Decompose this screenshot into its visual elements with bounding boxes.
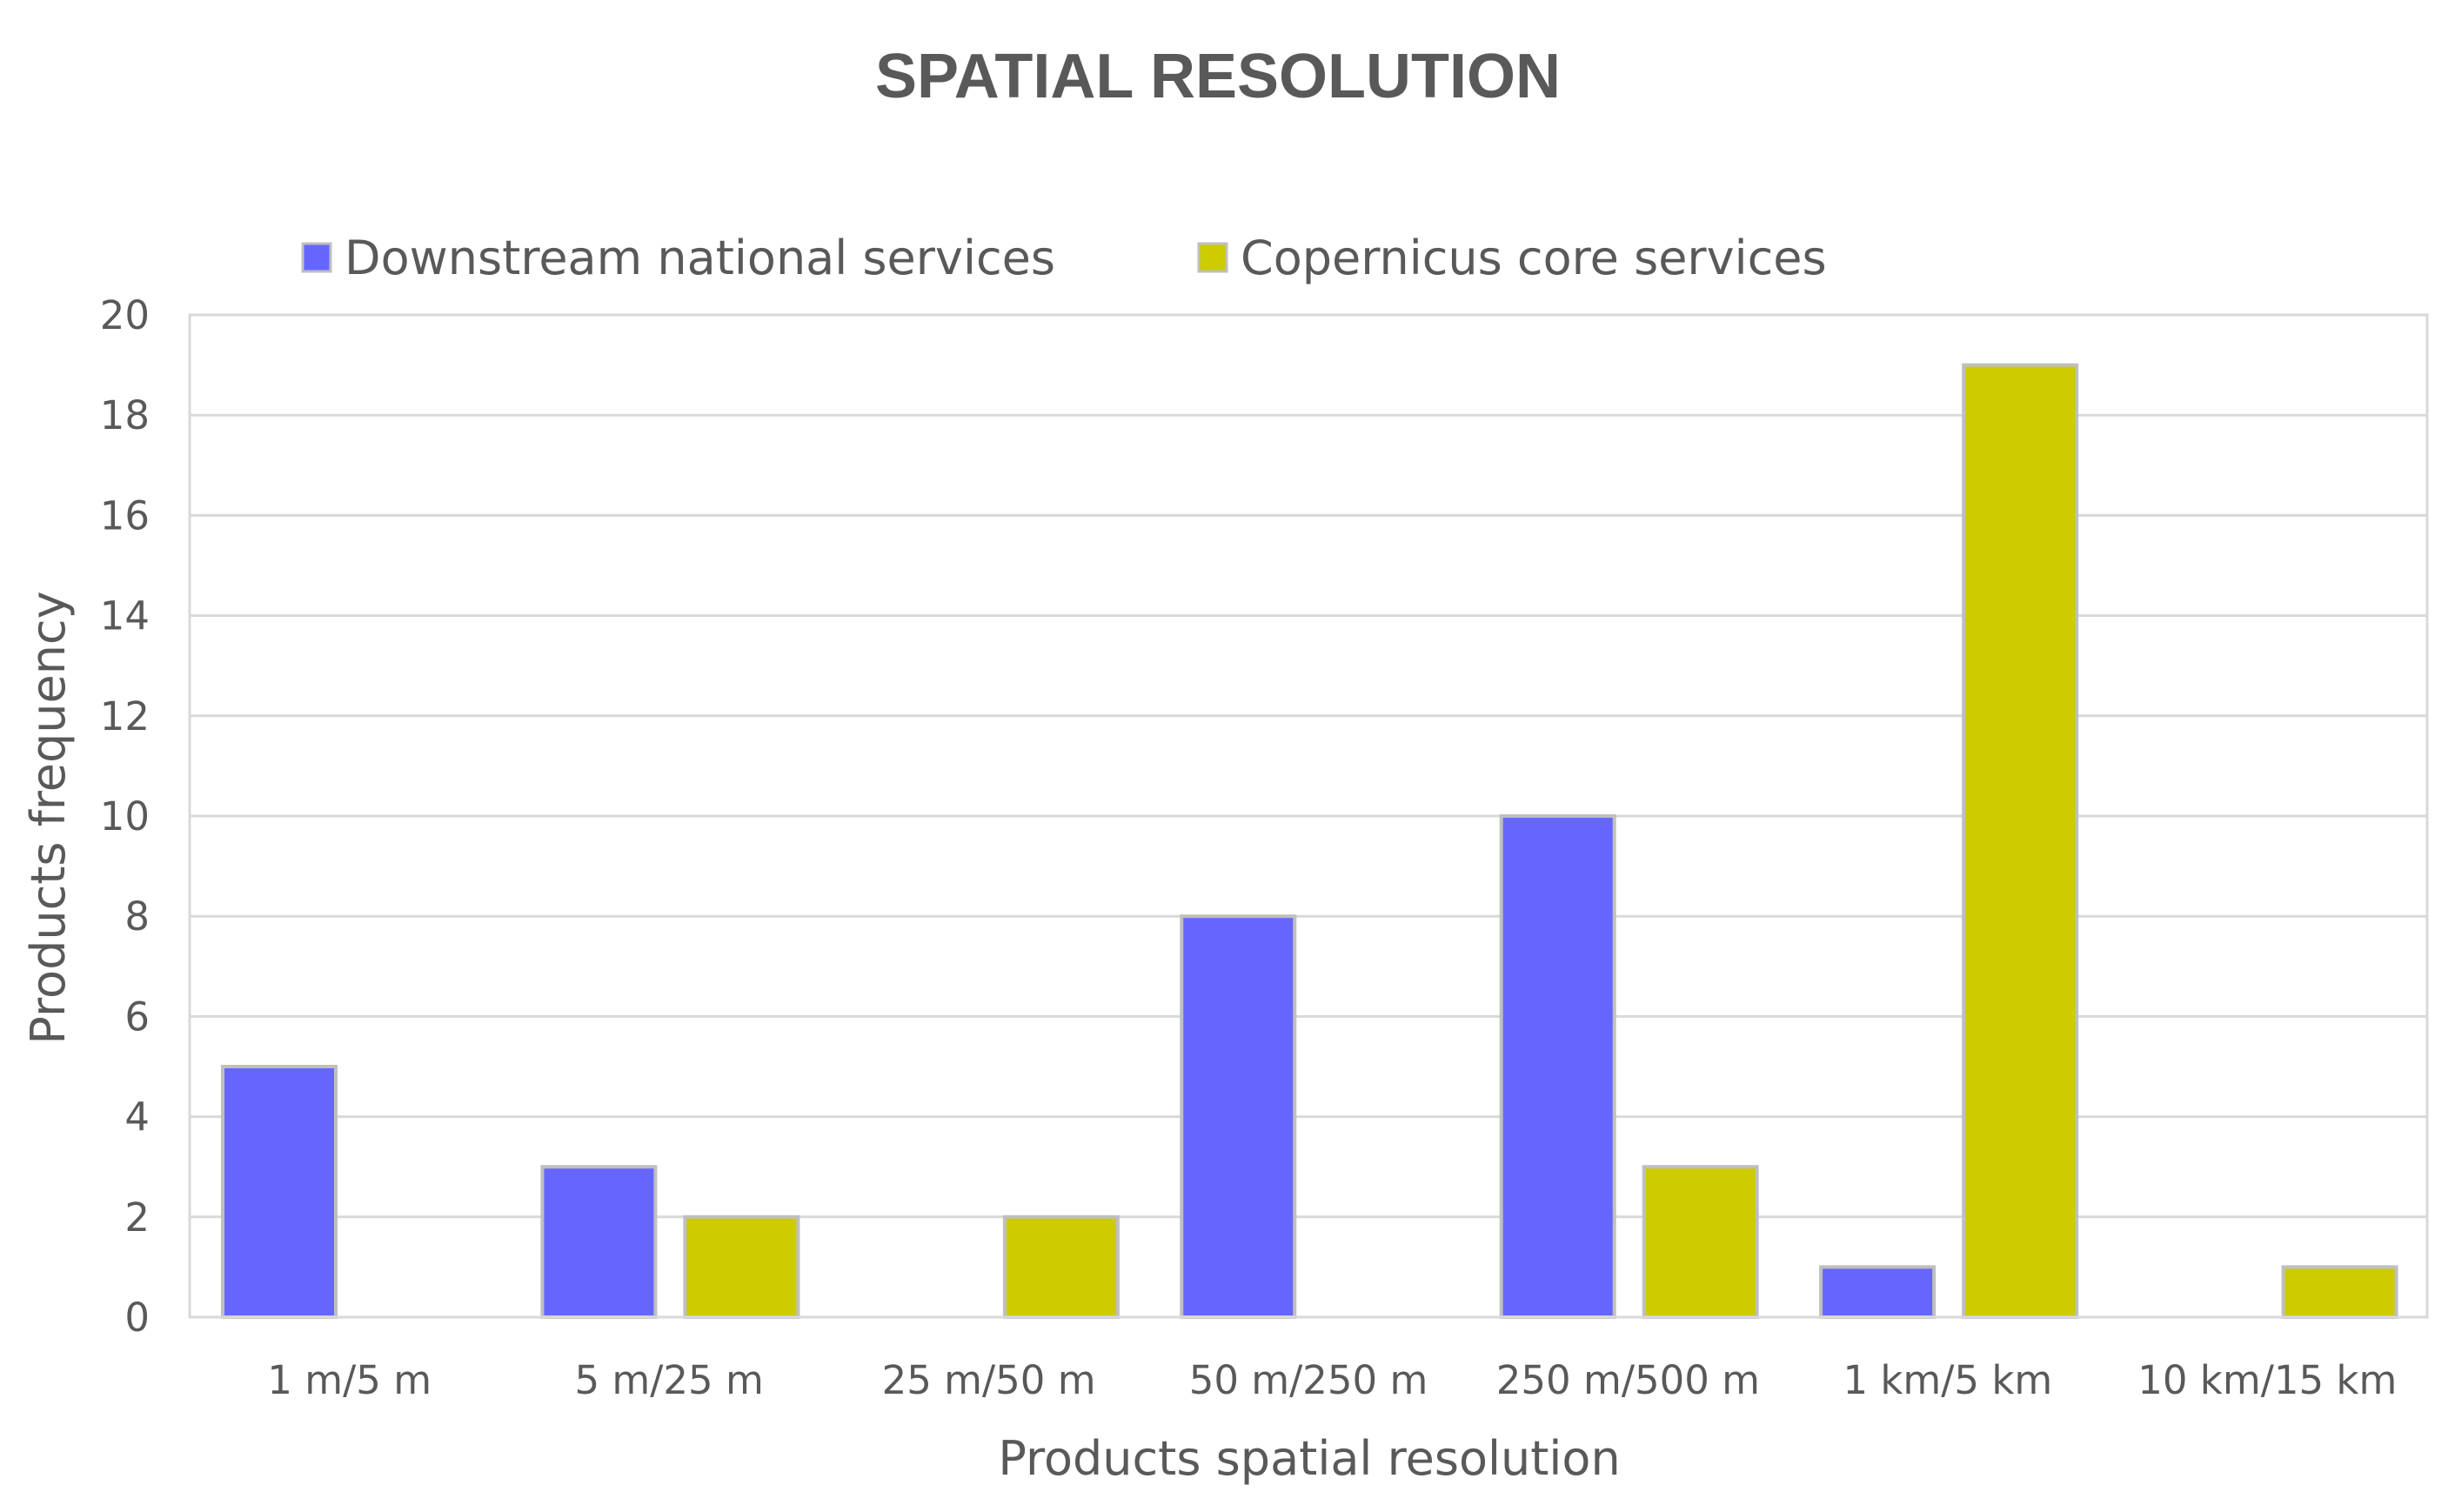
y-axis-title: Products frequency <box>21 591 76 1044</box>
y-tick-label: 18 <box>100 392 150 438</box>
legend-swatch-downstream <box>301 242 332 273</box>
legend-swatch-copernicus <box>1197 242 1228 273</box>
legend-label-copernicus: Copernicus core services <box>1241 231 1827 285</box>
y-tick-label: 20 <box>100 292 150 338</box>
y-tick-label: 12 <box>100 693 150 739</box>
x-tick-label: 1 km/5 km <box>1843 1357 2052 1403</box>
x-tick-label: 25 m/50 m <box>882 1357 1096 1403</box>
bar-downstream-5 <box>1819 1265 1937 1320</box>
y-tick-label: 4 <box>124 1094 150 1141</box>
y-tick-label: 14 <box>100 593 150 639</box>
bar-copernicus-4 <box>1642 1165 1759 1319</box>
x-tick-label: 10 km/15 km <box>2137 1357 2397 1403</box>
x-axis-title: Products spatial resolution <box>998 1431 1620 1486</box>
bar-copernicus-5 <box>1962 363 2079 1320</box>
chart-title: SPATIAL RESOLUTION <box>875 42 1561 111</box>
y-tick-label: 0 <box>124 1295 150 1341</box>
bar-downstream-1 <box>540 1165 658 1319</box>
y-tick-label: 8 <box>124 893 150 940</box>
x-axis-ticks: 1 m/5 m 5 m/25 m 25 m/50 m 50 m/250 m 250 m/… <box>267 1357 2397 1403</box>
legend-label-downstream: Downstream national services <box>345 231 1055 285</box>
plot-area-border <box>188 313 2429 1319</box>
y-tick-label: 2 <box>124 1194 150 1241</box>
bar-downstream-0 <box>221 1065 338 1319</box>
x-tick-label: 50 m/250 m <box>1189 1357 1428 1403</box>
bar-copernicus-2 <box>1002 1214 1120 1320</box>
bar-downstream-3 <box>1180 914 1297 1319</box>
bars <box>221 363 2398 1320</box>
y-axis-ticks: 0 2 4 6 8 10 12 14 16 18 20 <box>100 292 150 1341</box>
y-tick-label: 16 <box>100 492 150 539</box>
y-tick-label: 10 <box>100 793 150 840</box>
x-tick-label: 1 m/5 m <box>267 1357 431 1403</box>
legend: Downstream national services Copernicus … <box>301 231 1827 285</box>
y-tick-label: 6 <box>124 994 150 1040</box>
bar-copernicus-1 <box>683 1214 800 1320</box>
bar-copernicus-6 <box>2281 1265 2398 1320</box>
gridlines <box>190 313 2427 1319</box>
x-tick-label: 5 m/25 m <box>574 1357 763 1403</box>
x-tick-label: 250 m/500 m <box>1496 1357 1760 1403</box>
bar-downstream-4 <box>1499 814 1616 1319</box>
